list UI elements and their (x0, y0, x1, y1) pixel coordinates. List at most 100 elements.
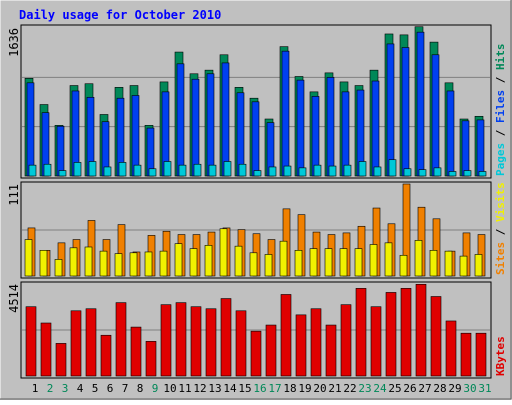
legend-separator: / (494, 222, 507, 242)
bar-files (26, 82, 35, 177)
bar-files (311, 96, 320, 177)
bar-pages (208, 164, 217, 177)
x-tick-label: 27 (418, 382, 431, 395)
bar-visits (24, 239, 33, 277)
legend: KBytes (494, 336, 507, 376)
legend-entry: Hits (494, 44, 507, 71)
legend-entry: Visits (494, 182, 507, 222)
bar-visits (279, 240, 288, 277)
bar-kbytes (265, 324, 277, 377)
bar-files (341, 91, 350, 177)
bar-kbytes (325, 324, 337, 377)
y-max-middle: 111 (7, 184, 21, 206)
bar-files (446, 90, 455, 177)
bar-pages (163, 161, 172, 177)
x-tick-label: 29 (448, 382, 461, 395)
bar-kbytes (145, 341, 157, 377)
bar-visits (264, 254, 273, 277)
bar-pages (268, 166, 277, 177)
x-tick-label: 12 (193, 382, 206, 395)
bar-files (281, 50, 290, 177)
bar-pages (283, 165, 292, 177)
bar-kbytes (115, 302, 127, 377)
x-tick-label: 15 (238, 382, 251, 395)
bar-pages (148, 168, 157, 177)
bar-pages (403, 168, 412, 177)
x-tick-label: 24 (373, 382, 387, 395)
bar-pages (343, 164, 352, 177)
x-tick-label: 20 (313, 382, 326, 395)
x-tick-labels: 1 2 3 4 5 6 7 8 9 10 11 12 13 14 15 16 17 18 19 20 21 22 23 24 2… (32, 382, 492, 395)
bar-kbytes (445, 320, 457, 377)
bar-kbytes (280, 294, 292, 377)
bar-kbytes (25, 306, 37, 377)
bar-files (251, 101, 260, 177)
bar-visits (324, 248, 333, 277)
x-tick-label: 6 (107, 382, 114, 395)
bar-visits (294, 250, 303, 277)
x-tick-label: 23 (358, 382, 371, 395)
legend-entry: KBytes (494, 336, 507, 376)
bar-visits (249, 252, 258, 277)
bar-pages (253, 170, 262, 177)
bar-kbytes (460, 332, 472, 377)
bar-visits (129, 252, 138, 277)
legend: Pages / Files / Hits (494, 44, 507, 177)
bar-kbytes (100, 334, 112, 377)
bar-files (476, 119, 485, 177)
x-tick-label: 7 (122, 382, 129, 395)
bar-files (386, 43, 395, 177)
bar-visits (234, 245, 243, 277)
x-tick-label: 1 (32, 382, 39, 395)
x-tick-label: 4 (77, 382, 84, 395)
bar-kbytes (205, 308, 217, 377)
x-tick-label: 16 (253, 382, 266, 395)
bar-files (416, 31, 425, 177)
x-tick-label: 26 (403, 382, 416, 395)
bar-visits (459, 255, 468, 277)
bar-visits (189, 248, 198, 277)
bar-kbytes (430, 296, 442, 377)
bar-visits (339, 248, 348, 277)
bar-pages (328, 165, 337, 177)
x-tick-label: 21 (328, 382, 341, 395)
bar-kbytes (160, 304, 172, 377)
bar-files (236, 92, 245, 177)
bar-visits (354, 248, 363, 277)
bar-visits (414, 240, 423, 277)
x-tick-label: 19 (298, 382, 311, 395)
bar-pages (463, 170, 472, 177)
bar-visits (219, 228, 228, 277)
bar-pages (103, 166, 112, 177)
bar-kbytes (355, 288, 367, 377)
bar-pages (433, 167, 442, 177)
x-tick-label: 13 (208, 382, 221, 395)
bar-kbytes (235, 310, 247, 377)
bar-kbytes (415, 283, 427, 377)
bar-visits (384, 242, 393, 277)
bar-pages (373, 166, 382, 177)
bar-pages (418, 169, 427, 177)
bar-visits (84, 246, 93, 277)
bar-pages (313, 164, 322, 177)
bar-visits (429, 250, 438, 277)
bar-pages (58, 170, 67, 177)
x-tick-label: 22 (343, 382, 356, 395)
bar-visits (369, 244, 378, 277)
chart-title: Daily usage for October 2010 (19, 8, 221, 22)
x-tick-label: 18 (283, 382, 296, 395)
bar-pages (193, 163, 202, 177)
bar-kbytes (40, 322, 52, 377)
bar-files (191, 78, 200, 177)
legend-entry: Pages (494, 143, 507, 176)
x-tick-label: 17 (268, 382, 281, 395)
legend-entry: Sites (494, 242, 507, 275)
bar-visits (114, 253, 123, 277)
legend-entry: Files (494, 90, 507, 123)
bar-kbytes (340, 304, 352, 377)
bar-files (56, 125, 65, 177)
bar-pages (478, 171, 487, 177)
bar-kbytes (475, 332, 487, 377)
bar-visits (309, 248, 318, 277)
